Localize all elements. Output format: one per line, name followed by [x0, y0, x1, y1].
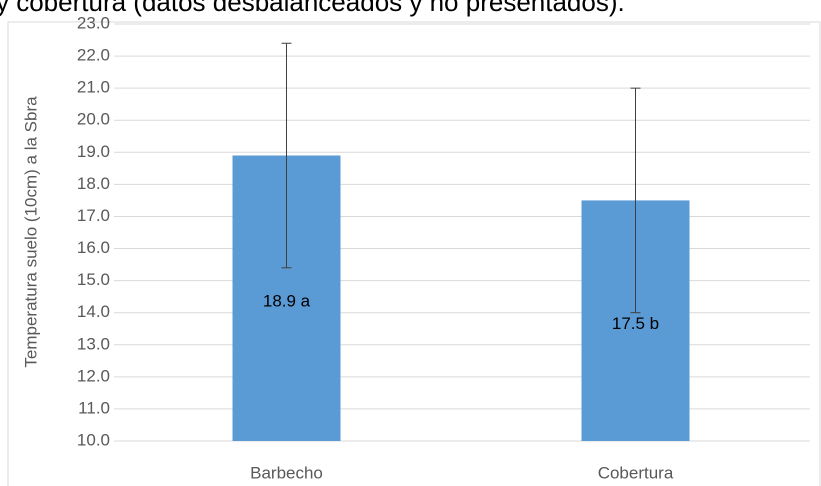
y-tick-label: 12.0: [77, 366, 110, 385]
y-tick-label: 23.0: [77, 13, 110, 32]
y-axis-label: Temperatura suelo (10cm) a la Sbra: [21, 96, 40, 368]
y-tick-label: 22.0: [77, 46, 110, 65]
x-tick-label: Cobertura: [598, 463, 674, 482]
chart-frame: [7, 21, 821, 486]
y-tick-label: 15.0: [77, 270, 110, 289]
y-tick-label: 16.0: [77, 238, 110, 257]
value-label: 17.5 b: [612, 314, 659, 333]
y-tick-label: 14.0: [77, 302, 110, 321]
y-tick-label: 20.0: [77, 110, 110, 129]
x-tick-label: Barbecho: [250, 463, 323, 482]
y-tick-label: 11.0: [78, 398, 110, 417]
value-label: 18.9 a: [263, 292, 311, 311]
y-tick-label: 13.0: [77, 334, 110, 353]
chart-title: y cobertura (datos desbalanceados y no p…: [0, 0, 625, 17]
y-tick-label: 21.0: [77, 78, 110, 97]
y-tick-label: 19.0: [77, 142, 110, 161]
y-tick-label: 18.0: [77, 174, 110, 193]
y-tick-label: 10.0: [77, 430, 110, 449]
y-tick-label: 17.0: [77, 206, 110, 225]
